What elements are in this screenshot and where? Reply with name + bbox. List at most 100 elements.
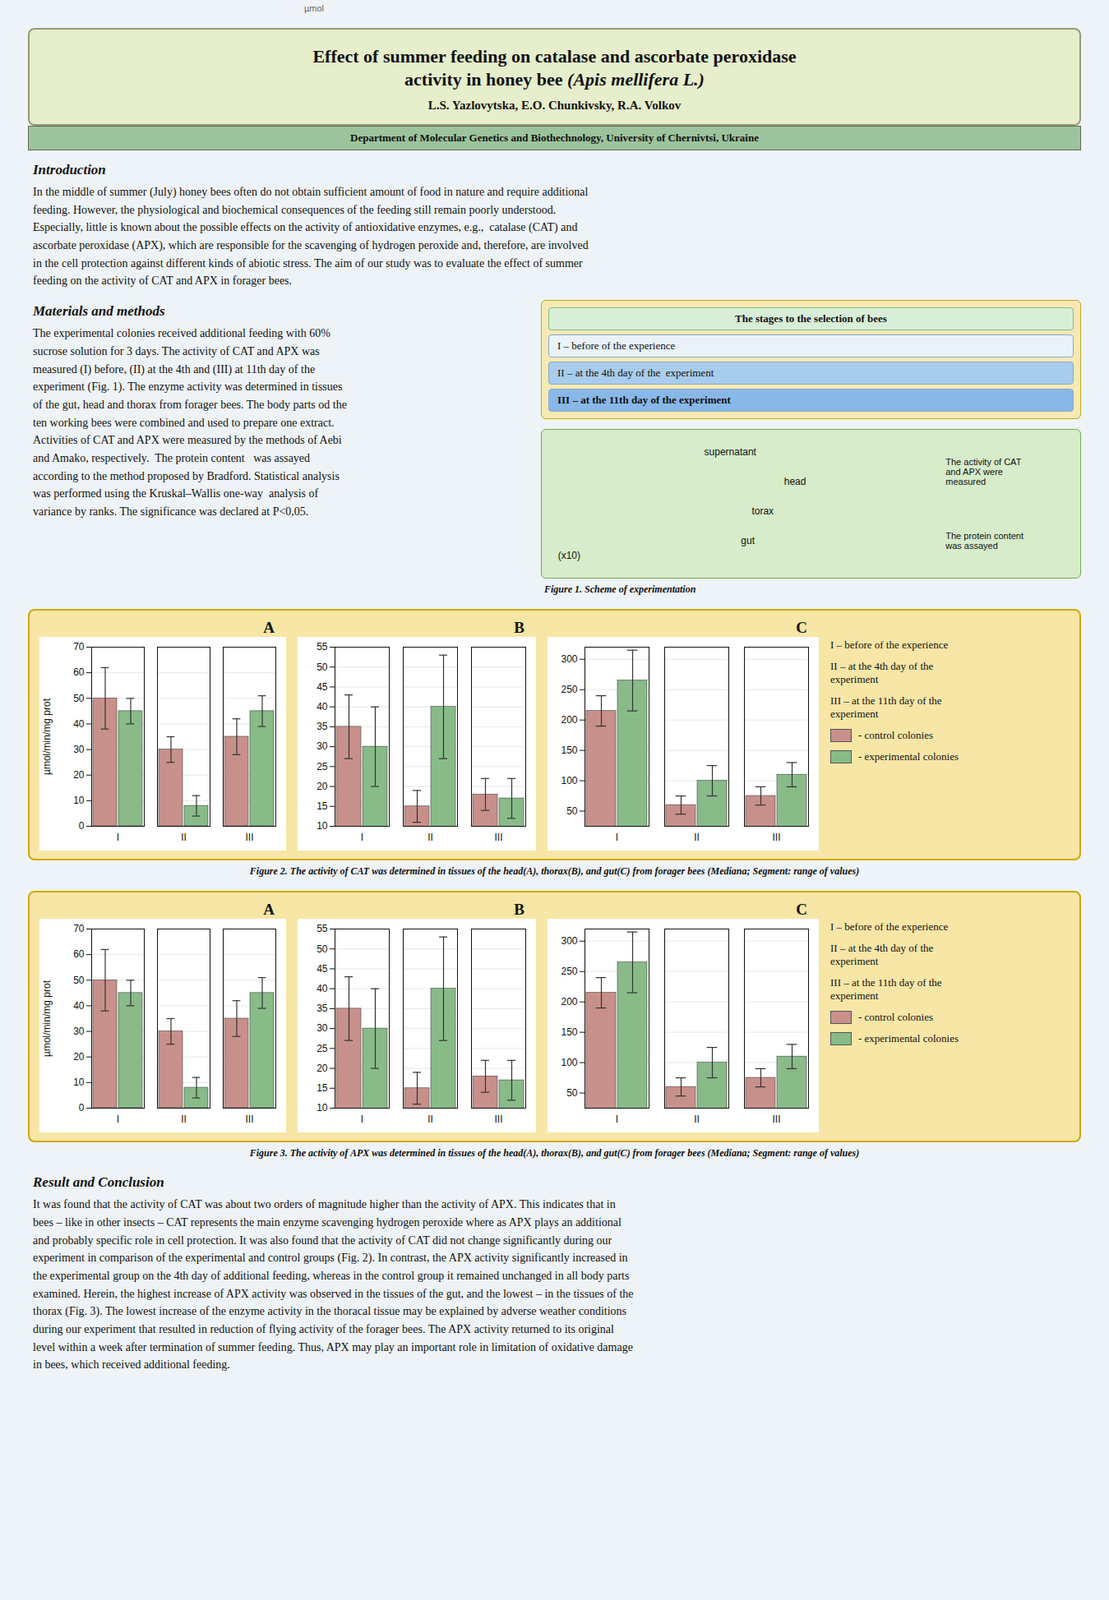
svg-text:10: 10 bbox=[316, 1102, 329, 1114]
html-text:Introduction: Introduction bbox=[32, 161, 106, 178]
svg-text:II: II bbox=[180, 1113, 187, 1126]
svg-text:200: 200 bbox=[560, 714, 578, 726]
svg-text:25: 25 bbox=[316, 1043, 329, 1055]
svg-text:III: III bbox=[494, 1113, 503, 1126]
html-text:It was found that the activity: It was found that the activity of CAT wa… bbox=[32, 1198, 634, 1372]
svg-text:III: III bbox=[771, 831, 781, 844]
svg-text:35: 35 bbox=[316, 720, 329, 733]
svg-text:150: 150 bbox=[560, 1026, 578, 1039]
svg-text:10: 10 bbox=[73, 1076, 85, 1089]
html-text:Department of Molecular Geneti: Department of Molecular Genetics and Bio… bbox=[350, 131, 759, 144]
svg-text:I: I bbox=[360, 831, 364, 844]
svg-text:20: 20 bbox=[316, 780, 329, 793]
html-text:- experimental colonies: - experimental colonies bbox=[858, 750, 959, 763]
svg-text:30: 30 bbox=[73, 1025, 85, 1038]
html-text:III – at the 11th day of the e: III – at the 11th day of the experiment bbox=[557, 393, 731, 407]
svg-text:250: 250 bbox=[560, 965, 578, 978]
svg-text:45: 45 bbox=[316, 681, 329, 694]
html-text:The stages to the selection of: The stages to the selection of bees bbox=[735, 312, 887, 325]
svg-text:15: 15 bbox=[316, 800, 329, 813]
svg-text:20: 20 bbox=[316, 1062, 329, 1075]
svg-text:10: 10 bbox=[316, 820, 329, 832]
svg-text:40: 40 bbox=[316, 983, 329, 995]
html-text:III – at the 11th day of the e: III – at the 11th day of the experiment bbox=[830, 976, 942, 1003]
svg-text:25: 25 bbox=[316, 761, 329, 773]
svg-text:50: 50 bbox=[566, 805, 578, 818]
svg-text:µmol/min/mg prot: µmol/min/mg prot bbox=[41, 697, 53, 776]
svg-text:100: 100 bbox=[560, 1057, 578, 1069]
html-text:The activity of CAT and APX we: The activity of CAT and APX were measure… bbox=[945, 456, 1022, 487]
svg-text:II: II bbox=[427, 831, 434, 844]
svg-text:250: 250 bbox=[560, 683, 578, 696]
html-text:Figure 3. The activity of APX: Figure 3. The activity of APX was determ… bbox=[249, 1147, 860, 1160]
svg-text:30: 30 bbox=[73, 743, 85, 756]
html-text:The experimental colonies rece: The experimental colonies received addit… bbox=[32, 327, 347, 518]
html-text:II – at the 4th day of the exp: II – at the 4th day of the experiment bbox=[830, 660, 934, 686]
html-text:Result and Conclusion: Result and Conclusion bbox=[32, 1174, 165, 1191]
svg-text:55: 55 bbox=[316, 923, 329, 935]
svg-text:40: 40 bbox=[73, 718, 85, 731]
svg-text:III: III bbox=[244, 1113, 254, 1126]
svg-text:III: III bbox=[244, 831, 254, 844]
html-text:III – at the 11th day of the e: III – at the 11th day of the experiment bbox=[830, 694, 942, 721]
html-text:- control colonies: - control colonies bbox=[858, 729, 934, 742]
svg-text:50: 50 bbox=[73, 693, 85, 705]
html-text:torax: torax bbox=[751, 505, 774, 518]
html-text:Effect of summer feeding on ca: Effect of summer feeding on catalase and… bbox=[312, 46, 797, 67]
svg-text:III: III bbox=[771, 1113, 781, 1126]
html-text:In the middle of summer (July): In the middle of summer (July) honey bee… bbox=[32, 185, 589, 288]
svg-text:20: 20 bbox=[73, 1051, 85, 1063]
svg-text:40: 40 bbox=[316, 701, 329, 713]
svg-text:10: 10 bbox=[73, 794, 85, 807]
svg-text:50: 50 bbox=[316, 661, 329, 674]
svg-text:I: I bbox=[615, 1113, 619, 1126]
html-text:The protein content was assaye: The protein content was assayed bbox=[945, 531, 1024, 551]
svg-text:0: 0 bbox=[78, 820, 85, 832]
html-text:I – before of the experience: I – before of the experience bbox=[830, 920, 949, 934]
html-text:Figure 2. The activity of CAT: Figure 2. The activity of CAT was determ… bbox=[249, 865, 860, 878]
svg-text:30: 30 bbox=[316, 741, 329, 754]
svg-text:70: 70 bbox=[73, 923, 85, 935]
svg-text:100: 100 bbox=[560, 775, 578, 787]
svg-text:200: 200 bbox=[560, 996, 578, 1008]
html-text:activity in honey bee (Apis me: activity in honey bee (Apis mellifera L.… bbox=[404, 69, 705, 90]
svg-text:I: I bbox=[116, 831, 120, 844]
svg-text:60: 60 bbox=[73, 949, 85, 962]
html-text:II – at the 4th day of the exp: II – at the 4th day of the experiment bbox=[830, 942, 934, 968]
html-text:- experimental colonies: - experimental colonies bbox=[858, 1032, 959, 1045]
svg-text:300: 300 bbox=[560, 653, 578, 666]
svg-text:20: 20 bbox=[73, 769, 85, 781]
html-text:Materials and methods: Materials and methods bbox=[32, 303, 165, 320]
svg-text:II: II bbox=[693, 831, 700, 844]
svg-text:30: 30 bbox=[316, 1023, 329, 1036]
html-text:I – before of the experience: I – before of the experience bbox=[830, 638, 949, 652]
svg-text:150: 150 bbox=[560, 744, 578, 757]
svg-text:60: 60 bbox=[73, 667, 85, 680]
svg-text:45: 45 bbox=[316, 963, 329, 975]
svg-text:50: 50 bbox=[73, 974, 85, 987]
svg-text:70: 70 bbox=[73, 641, 85, 653]
svg-text:µmol/min/mg prot: µmol/min/mg prot bbox=[41, 979, 53, 1058]
svg-text:35: 35 bbox=[316, 1002, 329, 1015]
svg-text:0: 0 bbox=[78, 1102, 85, 1114]
html-text:L.S. Yazlovytska, E.O. Chunkiv: L.S. Yazlovytska, E.O. Chunkivsky, R.A. … bbox=[428, 98, 681, 112]
html-text:I – before of the experience: I – before of the experience bbox=[557, 339, 676, 352]
html-text:- control colonies: - control colonies bbox=[858, 1011, 934, 1024]
svg-text:I: I bbox=[615, 831, 619, 844]
svg-text:40: 40 bbox=[73, 1000, 85, 1012]
svg-text:II: II bbox=[180, 831, 187, 844]
html-text:head: head bbox=[784, 476, 807, 488]
svg-text:II: II bbox=[427, 1113, 434, 1126]
html-text:Figure 1. Scheme of experiment: Figure 1. Scheme of experimentation bbox=[544, 583, 696, 596]
svg-text:300: 300 bbox=[560, 935, 578, 948]
svg-text:50: 50 bbox=[316, 943, 329, 956]
html-text:supernatant: supernatant bbox=[704, 446, 757, 458]
svg-text:I: I bbox=[116, 1113, 120, 1126]
html-text:II – at the 4th day of the exp: II – at the 4th day of the experiment bbox=[557, 366, 714, 380]
svg-text:II: II bbox=[693, 1113, 700, 1126]
svg-text:15: 15 bbox=[316, 1082, 329, 1095]
svg-text:III: III bbox=[494, 831, 503, 844]
svg-text:I: I bbox=[360, 1113, 364, 1126]
svg-text:50: 50 bbox=[566, 1087, 578, 1100]
svg-text:55: 55 bbox=[316, 641, 329, 653]
